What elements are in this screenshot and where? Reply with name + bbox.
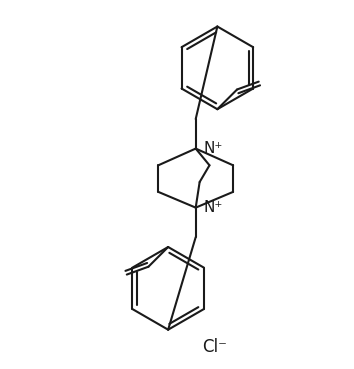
Text: Cl⁻: Cl⁻ bbox=[202, 338, 227, 356]
Text: N⁺: N⁺ bbox=[204, 200, 223, 215]
Text: N⁺: N⁺ bbox=[204, 141, 223, 156]
